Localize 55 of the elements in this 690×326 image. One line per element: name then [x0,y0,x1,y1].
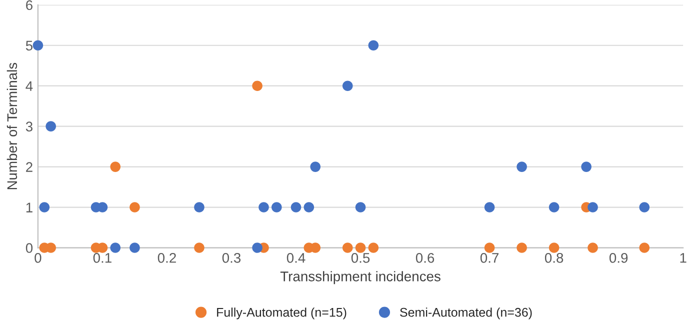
point [368,40,379,51]
point [516,242,527,253]
x-tick-label: 0.9 [609,252,628,263]
x-tick-label: 0.8 [544,252,564,263]
point [194,242,204,253]
point [639,202,650,212]
point [252,242,262,253]
point [258,202,269,212]
point [310,162,321,172]
point [130,242,140,253]
point [110,162,121,172]
x-tick-label: 0 [34,252,42,263]
point [548,202,560,212]
point [484,202,495,212]
y-tick-label: 3 [26,122,32,132]
y-tick-label: 6 [26,0,32,10]
point [355,242,366,253]
point [272,202,282,212]
point [355,202,366,212]
y-tick-label: 4 [26,81,33,91]
point [110,242,121,253]
legend-label: Semi-Automated (n=36) [400,308,532,320]
x-tick-label: 0.1 [93,252,112,263]
x-tick-label: 0.3 [222,252,241,263]
point [588,202,598,212]
point [39,202,50,212]
x-tick-label: 0.5 [351,252,370,263]
x-tick-label: 0.7 [480,252,499,263]
point [304,202,314,212]
point [194,202,204,212]
legend-label: Fully-Automated (n=15) [217,308,346,320]
point [342,242,353,253]
point [46,121,56,132]
point [484,242,495,253]
point [32,40,44,51]
y-tick-label: 2 [26,162,32,172]
x-tick-label: 0.4 [286,252,306,263]
point [588,242,598,253]
x-tick-label: 1 [680,253,686,263]
x-axis-title: Transshipment incidences [280,271,440,284]
y-tick-label: 5 [26,40,33,51]
point [516,162,527,172]
point [342,80,353,91]
y-tick-label: 1 [26,202,32,212]
point [130,202,140,212]
point [368,242,379,253]
point [639,242,650,253]
y-axis-title: Number of Terminals [6,62,18,190]
x-tick-label: 0.6 [416,252,434,263]
x-tick-label: 0.2 [158,252,176,263]
point [581,162,592,172]
y-tick-label: 0 [26,243,33,253]
point [290,202,302,212]
point [548,242,560,253]
point [252,80,262,91]
